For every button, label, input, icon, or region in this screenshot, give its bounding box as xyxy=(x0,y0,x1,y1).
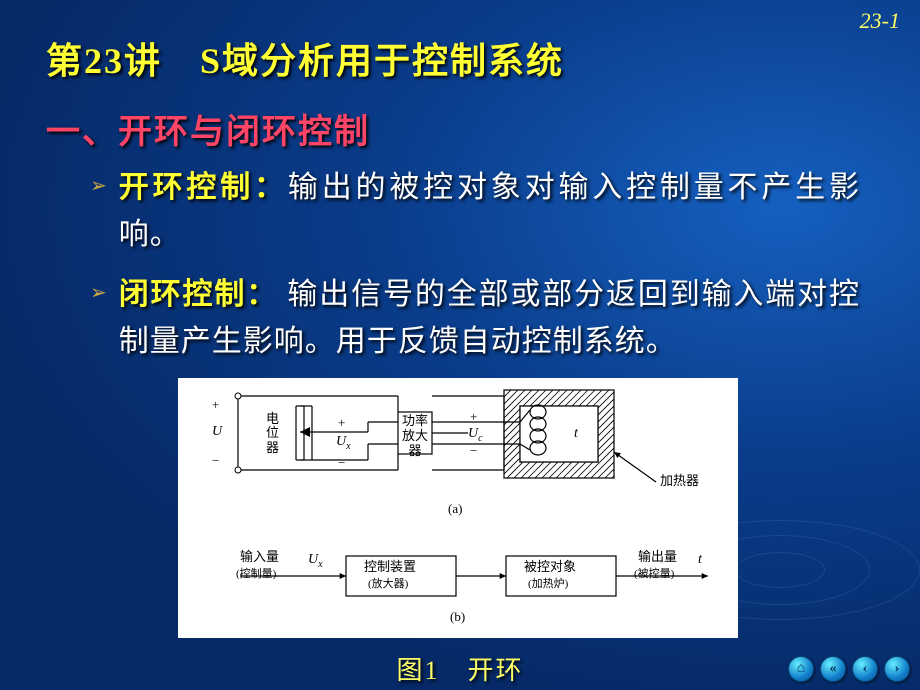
label-input2: (控制量) xyxy=(236,568,276,580)
label-b-ux: Ux xyxy=(308,552,323,570)
label-ctrl1: 控制装置 xyxy=(364,560,416,574)
label-t: t xyxy=(574,426,578,441)
label-output: 输出量 xyxy=(638,550,677,564)
diagram-figure: + U − 电 位 器 + Ux − 功率 放大 器 + Uc − t 加热器 … xyxy=(178,378,738,638)
label-ux: Ux xyxy=(336,434,351,452)
label-uc-plus: + xyxy=(470,410,477,424)
bullet-text: 闭环控制： 输出信号的全部或部分返回到输入端对控制量产生影响。用于反馈自动控制系… xyxy=(119,272,860,365)
label-potentiometer: 电 位 器 xyxy=(266,412,279,455)
label-uc: Uc xyxy=(468,426,483,444)
page-number: 23-1 xyxy=(860,8,900,34)
bullet-icon: ➢ xyxy=(90,280,107,305)
label-sub-a: (a) xyxy=(448,502,462,516)
prev-icon: ‹ xyxy=(863,661,868,677)
label-input: 输入量 xyxy=(240,550,279,564)
label-heater: 加热器 xyxy=(660,474,699,488)
bullet-term: 闭环控制： xyxy=(119,278,278,311)
section-heading: 一、开环与闭环控制 xyxy=(0,84,920,153)
bullet-item: ➢ 闭环控制： 输出信号的全部或部分返回到输入端对控制量产生影响。用于反馈自动控… xyxy=(90,272,860,365)
nav-first-button[interactable]: « xyxy=(820,656,846,682)
label-minus: − xyxy=(212,454,219,468)
bullet-item: ➢ 开环控制：输出的被控对象对输入控制量不产生影响。 xyxy=(90,165,860,258)
label-amplifier: 功率 放大 器 xyxy=(401,414,429,459)
label-uc-minus: − xyxy=(470,444,477,458)
bullet-term: 开环控制： xyxy=(119,171,288,204)
label-sub-b: (b) xyxy=(450,610,465,624)
home-icon: ⌂ xyxy=(797,661,805,677)
nav-home-button[interactable]: ⌂ xyxy=(788,656,814,682)
figure-caption: 图1 开环 xyxy=(0,650,920,687)
bullet-list: ➢ 开环控制：输出的被控对象对输入控制量不产生影响。 ➢ 闭环控制： 输出信号的… xyxy=(0,153,920,365)
label-b-t: t xyxy=(698,552,702,567)
label-ux-minus: − xyxy=(338,456,345,470)
nav-next-button[interactable]: › xyxy=(884,656,910,682)
nav-prev-button[interactable]: ‹ xyxy=(852,656,878,682)
next-icon: › xyxy=(895,661,900,677)
nav-buttons: ⌂ « ‹ › xyxy=(788,656,910,682)
label-obj2: (加热炉) xyxy=(528,578,568,590)
label-obj1: 被控对象 xyxy=(524,560,576,574)
first-icon: « xyxy=(830,661,837,677)
label-ctrl2: (放大器) xyxy=(368,578,408,590)
ripple-deco xyxy=(735,552,825,588)
bullet-text: 开环控制：输出的被控对象对输入控制量不产生影响。 xyxy=(119,165,860,258)
bullet-icon: ➢ xyxy=(90,173,107,198)
label-U: U xyxy=(212,424,222,439)
label-ux-plus: + xyxy=(338,416,345,430)
label-output2: (被控量) xyxy=(634,568,674,580)
label-plus: + xyxy=(212,398,219,412)
slide-title: 第23讲 S域分析用于控制系统 xyxy=(0,0,920,84)
